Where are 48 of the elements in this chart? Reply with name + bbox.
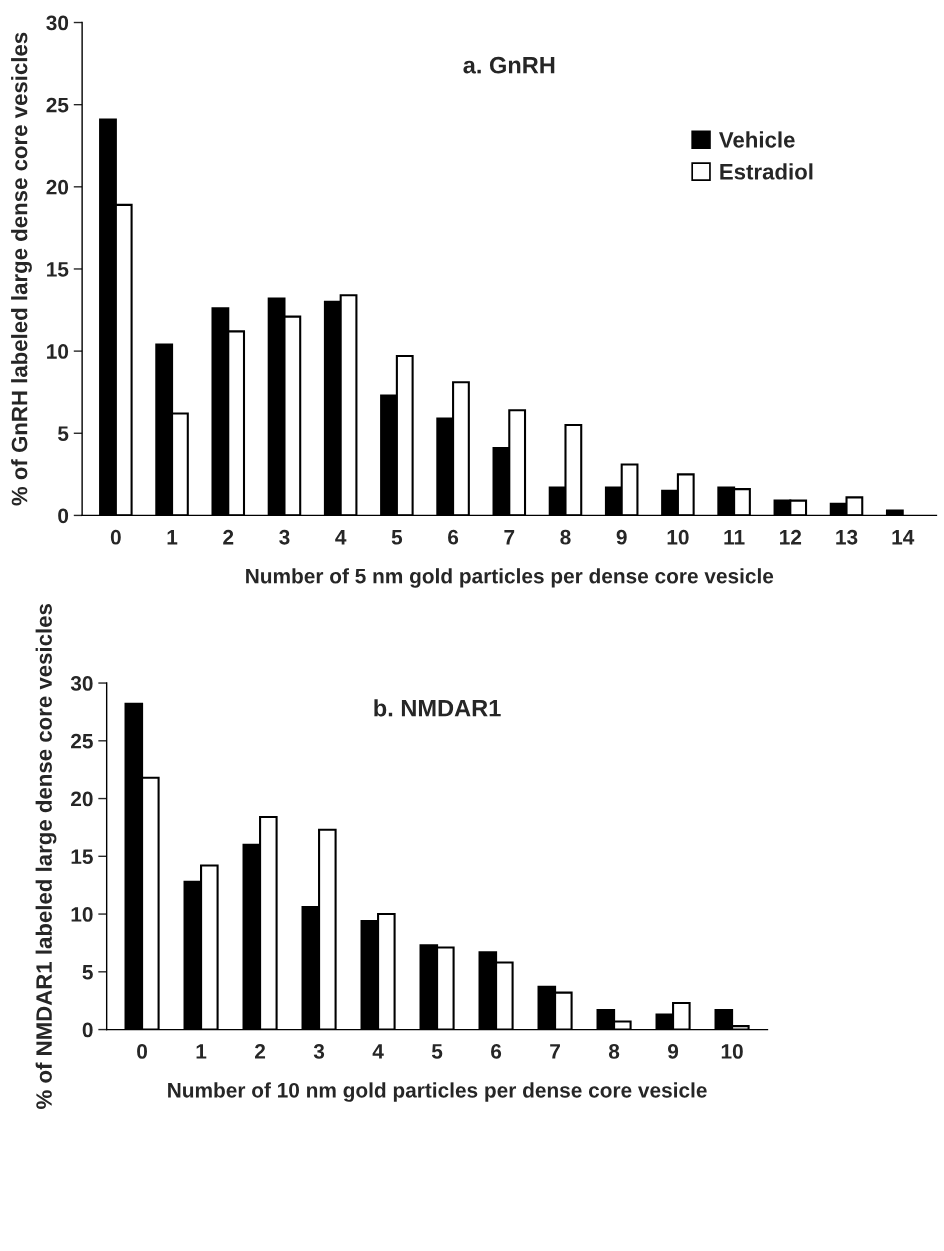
y-tick-label: 25 [71, 733, 93, 749]
x-axis-title: Number of 10 nm gold particles per dense core vesicle [168, 1082, 707, 1102]
y-tick-label: 20 [71, 791, 93, 807]
x-tick-label: 5 [431, 1044, 443, 1059]
x-tick-label: 13 [836, 529, 858, 545]
y-tick-label: 20 [46, 179, 69, 195]
x-tick-label: 7 [550, 1044, 560, 1059]
x-tick-label: 6 [491, 1044, 502, 1059]
x-tick-label: 4 [335, 530, 347, 545]
y-tick-label: 10 [47, 344, 69, 359]
x-tick-label: 8 [608, 1044, 620, 1059]
x-tick-label: 12 [780, 529, 802, 545]
x-axis-title: Number of 5 nm gold particles per dense core vesicle [246, 568, 774, 588]
x-tick-label: 10 [721, 1044, 743, 1059]
x-tick-label: 14 [892, 530, 915, 545]
text: b. NMDAR1 [374, 699, 501, 717]
legend-label: Vehicle [719, 131, 795, 148]
y-axis-title: % of GnRH labeled large dense core vesicles [11, 32, 32, 506]
y-tick-label: 25 [46, 97, 69, 113]
x-tick-label: 1 [167, 530, 178, 545]
x-tick-label: 2 [255, 1044, 266, 1059]
y-tick-label: 0 [58, 508, 69, 524]
x-tick-label: 4 [372, 1044, 384, 1059]
x-tick-label: 11 [724, 530, 745, 545]
y-tick-label: 5 [57, 426, 69, 442]
x-tick-label: 3 [313, 1044, 325, 1059]
x-tick-label: 3 [279, 529, 290, 545]
x-tick-label: 2 [223, 529, 234, 545]
x-tick-label: 6 [448, 529, 459, 545]
text: a. GnRH [463, 56, 555, 74]
y-tick-label: 10 [71, 907, 93, 922]
x-tick-label: 10 [667, 529, 689, 545]
x-tick-label: 8 [560, 529, 571, 545]
x-tick-label: 5 [391, 530, 403, 545]
x-tick-label: 0 [110, 529, 121, 545]
y-axis-title: % of NMDAR1 labeled large dense core vesicles [35, 604, 57, 1109]
y-tick-label: 5 [82, 965, 93, 980]
x-tick-label: 9 [668, 1044, 679, 1059]
legend-label: Estradiol [720, 163, 813, 180]
y-tick-label: 15 [71, 849, 93, 865]
x-tick-label: 1 [196, 1044, 207, 1059]
x-tick-label: 7 [504, 530, 515, 545]
y-tick-label: 15 [47, 262, 69, 277]
x-tick-label: 0 [137, 1044, 148, 1059]
y-tick-label: 30 [46, 15, 69, 31]
y-tick-label: 30 [70, 676, 93, 691]
y-tick-label: 0 [82, 1022, 93, 1038]
x-tick-label: 9 [616, 529, 627, 545]
